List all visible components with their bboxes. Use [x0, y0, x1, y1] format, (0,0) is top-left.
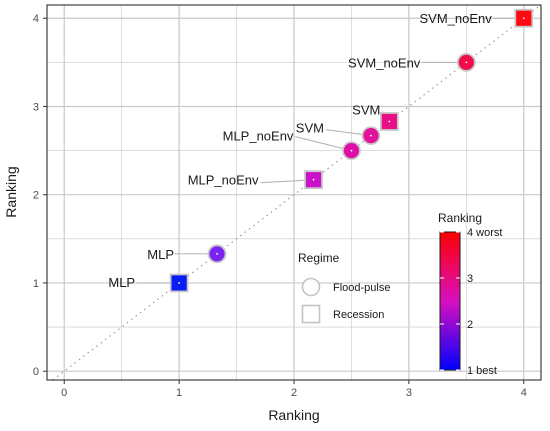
y-tick-label: 0 [33, 366, 39, 378]
point-center-dot [178, 282, 181, 284]
y-axis-ticks: 0 1 2 3 4 [33, 13, 47, 378]
point-label: MLP_noEnv [188, 173, 259, 188]
legend-circle-key [301, 277, 321, 297]
ranking-legend-title: Ranking [438, 211, 482, 225]
point-center-dot [388, 120, 391, 123]
point-label: SVM [352, 102, 380, 117]
x-tick-label: 0 [61, 387, 67, 399]
point-center-dot [370, 134, 372, 137]
point-label: SVM [296, 121, 324, 136]
y-tick-label: 3 [33, 101, 39, 113]
regime-legend-title: Regime [298, 251, 340, 265]
x-tick-label: 1 [176, 387, 182, 399]
point-label: SVM_noEnv [420, 11, 493, 26]
y-tick-label: 4 [33, 13, 39, 25]
y-axis-title: Ranking [3, 166, 19, 217]
colorbar-tick-label: 4 worst [467, 227, 502, 239]
regime-legend: Regime Flood-pulse Recession [298, 251, 390, 324]
ranking-colorbar-legend: Ranking 1 best 2 3 4 worst [438, 211, 502, 377]
point-label: MLP_noEnv [223, 129, 294, 144]
point-center-dot [350, 149, 353, 152]
point-labels: MLPMLPMLP_noEnvMLP_noEnvSVMSVMSVM_noEnvS… [108, 11, 492, 290]
y-tick-label: 2 [33, 190, 39, 202]
point-label: MLP [108, 275, 135, 290]
point-center-dot [522, 17, 525, 20]
point-center-dot [312, 178, 315, 181]
x-axis-title: Ranking [268, 407, 319, 423]
data-points [169, 8, 534, 293]
ranking-colorbar [439, 231, 461, 371]
x-axis-ticks: 0 1 2 3 4 [61, 380, 527, 399]
legend-label-recession: Recession [333, 309, 384, 321]
colorbar-ticks: 1 best 2 3 4 worst [440, 227, 502, 377]
x-tick-label: 3 [406, 387, 412, 399]
legend-label-flood-pulse: Flood-pulse [333, 282, 390, 294]
point-label: MLP [147, 247, 174, 262]
x-tick-label: 2 [291, 387, 297, 399]
colorbar-tick-label: 3 [467, 273, 473, 285]
y-tick-label: 1 [33, 278, 39, 290]
colorbar-tick-label: 2 [467, 319, 473, 331]
colorbar-tick-label: 1 best [467, 365, 497, 377]
point-center-dot [216, 252, 218, 255]
point-label: SVM_noEnv [348, 55, 421, 70]
legend-square-key [301, 304, 321, 324]
x-tick-label: 4 [521, 387, 527, 399]
point-center-dot [465, 61, 468, 64]
label-leader-line [295, 136, 352, 152]
